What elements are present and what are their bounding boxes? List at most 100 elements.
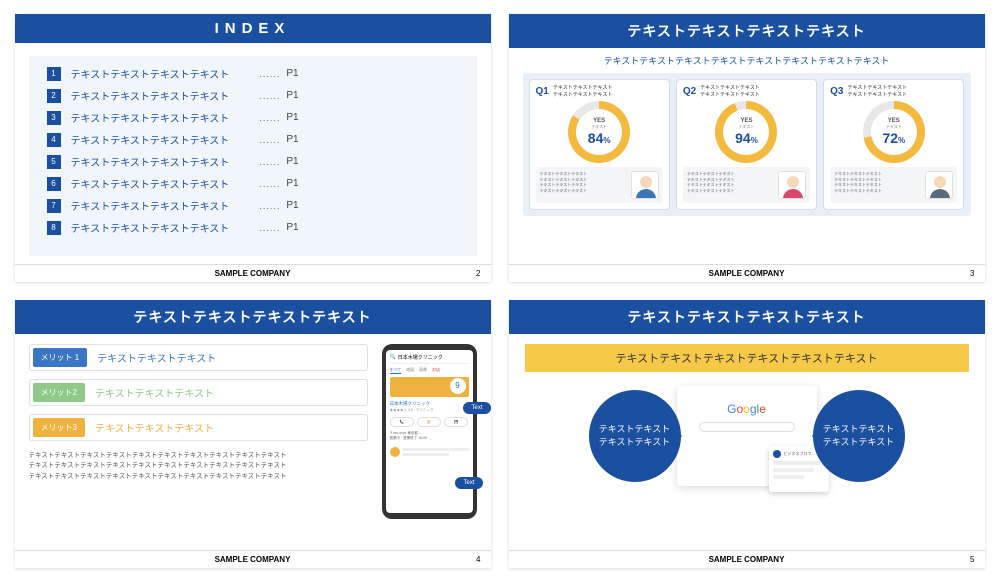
slide1-body: 1 テキストテキストテキストテキスト ...... P12 テキストテキストテキ…	[15, 48, 491, 260]
slide3-title: テキストテキストテキストテキスト	[15, 300, 491, 334]
index-text: テキストテキストテキストテキスト	[71, 110, 230, 125]
index-page: P1	[286, 112, 298, 123]
merit-text: テキストテキストテキスト	[95, 385, 214, 400]
donut-chart: YES テキスト 94%	[715, 101, 777, 163]
stat-card: Q1 テキストテキストテキストテキストテキストテキスト YES テキスト 84%…	[529, 79, 670, 210]
index-text: テキストテキストテキストテキスト	[71, 154, 230, 169]
index-text: テキストテキストテキストテキスト	[71, 88, 230, 103]
slide-stats: テキストテキストテキストテキスト テキストテキストテキストテキストテキストテキス…	[509, 14, 985, 282]
profile-label: ビジネスプロフ…	[784, 451, 816, 457]
index-text: テキストテキストテキストテキスト	[71, 66, 230, 81]
index-dots: ......	[259, 223, 280, 233]
slide-merits: テキストテキストテキストテキスト メリット 1 テキストテキストテキストメリット…	[15, 300, 491, 568]
slide2-title: テキストテキストテキストテキスト	[509, 14, 985, 48]
index-text: テキストテキストテキストテキスト	[71, 176, 230, 191]
google-logo: Google	[687, 402, 807, 416]
index-dots: ......	[259, 201, 280, 211]
comment-box: テキストテキストテキストテキストテキストテキストテキストテキストテキストテキスト…	[830, 167, 957, 203]
index-row: 5 テキストテキストテキストテキスト ...... P1	[47, 154, 459, 169]
stat-card: Q3 テキストテキストテキストテキストテキストテキスト YES テキスト 72%…	[823, 79, 964, 210]
slide3-body: メリット 1 テキストテキストテキストメリット2 テキストテキストテキストメリッ…	[15, 334, 491, 546]
footer-company: SAMPLE COMPANY	[709, 269, 785, 278]
index-row: 3 テキストテキストテキストテキスト ...... P1	[47, 110, 459, 125]
phone-search-title: 日本木場クリニック	[398, 354, 443, 361]
slide1-title: INDEX	[15, 14, 491, 43]
comment-box: テキストテキストテキストテキストテキストテキストテキストテキストテキストテキスト…	[683, 167, 810, 203]
index-dots: ......	[259, 157, 280, 167]
avatar-icon	[925, 171, 953, 199]
avatar-icon	[778, 171, 806, 199]
right-circle: テキストテキストテキストテキスト	[813, 390, 905, 482]
slide2-body: テキストテキストテキストテキストテキストテキストテキストテキスト Q1 テキスト…	[509, 48, 985, 260]
left-circle: テキストテキストテキストテキスト	[589, 390, 681, 482]
footer-company: SAMPLE COMPANY	[215, 269, 291, 278]
index-row: 7 テキストテキストテキストテキスト ...... P1	[47, 198, 459, 213]
index-list: 1 テキストテキストテキストテキスト ...... P12 テキストテキストテキ…	[29, 56, 477, 256]
page-number: 4	[476, 555, 480, 564]
stat-card: Q2 テキストテキストテキストテキストテキストテキスト YES テキスト 94%…	[676, 79, 817, 210]
index-number: 2	[47, 89, 61, 103]
index-number: 4	[47, 133, 61, 147]
question-text: テキストテキストテキストテキストテキストテキスト	[848, 85, 908, 98]
concept-row: テキストテキストテキストテキスト Google ビジネスプロフ… テキストテキ	[525, 386, 969, 486]
question-text: テキストテキストテキストテキストテキストテキスト	[700, 85, 760, 98]
slide3-footer: SAMPLE COMPANY 4	[15, 550, 491, 568]
callout-bubble-2: Text	[455, 477, 482, 489]
search-icon: 🔍	[390, 354, 396, 360]
index-page: P1	[286, 68, 298, 79]
merit-badge: メリット2	[33, 383, 85, 402]
index-dots: ......	[259, 113, 280, 123]
merit-badge: メリット3	[33, 418, 85, 437]
index-text: テキストテキストテキストテキスト	[71, 198, 230, 213]
highlight-bar: テキストテキストテキストテキストテキストテキスト	[525, 344, 969, 372]
search-bar	[699, 422, 795, 432]
callout-bubble-1: Text	[463, 402, 490, 414]
donut-chart: YES テキスト 72%	[863, 101, 925, 163]
slide1-footer: SAMPLE COMPANY 2	[15, 264, 491, 282]
donut-percent: 94%	[735, 130, 758, 146]
merits-column: メリット 1 テキストテキストテキストメリット2 テキストテキストテキストメリッ…	[29, 344, 368, 546]
phone-mockup: 🔍 日本木場クリニック すべて地図画像お店 9 日本木場クリニック ★★★★☆ …	[382, 344, 477, 519]
index-number: 1	[47, 67, 61, 81]
index-dots: ......	[259, 91, 280, 101]
index-page: P1	[286, 134, 298, 145]
slide-grid: INDEX 1 テキストテキストテキストテキスト ...... P12 テキスト…	[15, 14, 985, 568]
index-text: テキストテキストテキストテキスト	[71, 220, 230, 235]
index-page: P1	[286, 200, 298, 211]
question-label: Q2	[683, 86, 696, 97]
merit-text: テキストテキストテキスト	[95, 420, 214, 435]
index-page: P1	[286, 90, 298, 101]
index-text: テキストテキストテキストテキスト	[71, 132, 230, 147]
index-page: P1	[286, 222, 298, 233]
index-row: 1 テキストテキストテキストテキスト ...... P1	[47, 66, 459, 81]
merit-row: メリット 1 テキストテキストテキスト	[29, 344, 368, 371]
comment-box: テキストテキストテキストテキストテキストテキストテキストテキストテキストテキスト…	[536, 167, 663, 203]
slide-index: INDEX 1 テキストテキストテキストテキスト ...... P12 テキスト…	[15, 14, 491, 282]
footer-company: SAMPLE COMPANY	[215, 555, 291, 564]
merit-badge: メリット 1	[33, 348, 88, 367]
slide2-subtitle: テキストテキストテキストテキストテキストテキストテキストテキスト	[523, 54, 971, 67]
slide4-title: テキストテキストテキストテキスト	[509, 300, 985, 334]
comment-text: テキストテキストテキストテキストテキストテキストテキストテキストテキストテキスト…	[540, 171, 627, 193]
index-number: 8	[47, 221, 61, 235]
slide4-body: テキストテキストテキストテキストテキストテキスト テキストテキストテキストテキス…	[509, 334, 985, 546]
index-number: 7	[47, 199, 61, 213]
slide-concept: テキストテキストテキストテキスト テキストテキストテキストテキストテキストテキス…	[509, 300, 985, 568]
slide3-paragraph: テキストテキストテキストテキストテキストテキストテキストテキストテキストテキスト…	[29, 451, 368, 482]
donut-chart: YES テキスト 84%	[568, 101, 630, 163]
page-number: 2	[476, 269, 480, 278]
avatar-icon	[631, 171, 659, 199]
stat-cards: Q1 テキストテキストテキストテキストテキストテキスト YES テキスト 84%…	[523, 73, 971, 216]
page-number: 5	[970, 555, 974, 564]
merit-text: テキストテキストテキスト	[97, 350, 216, 365]
merit-row: メリット2 テキストテキストテキスト	[29, 379, 368, 406]
index-row: 6 テキストテキストテキストテキスト ...... P1	[47, 176, 459, 191]
index-dots: ......	[259, 179, 280, 189]
question-label: Q1	[536, 86, 549, 97]
browser-mockup: Google ビジネスプロフ…	[677, 386, 817, 486]
slide4-footer: SAMPLE COMPANY 5	[509, 550, 985, 568]
index-number: 6	[47, 177, 61, 191]
question-label: Q3	[830, 86, 843, 97]
index-row: 2 テキストテキストテキストテキスト ...... P1	[47, 88, 459, 103]
index-row: 4 テキストテキストテキストテキスト ...... P1	[47, 132, 459, 147]
